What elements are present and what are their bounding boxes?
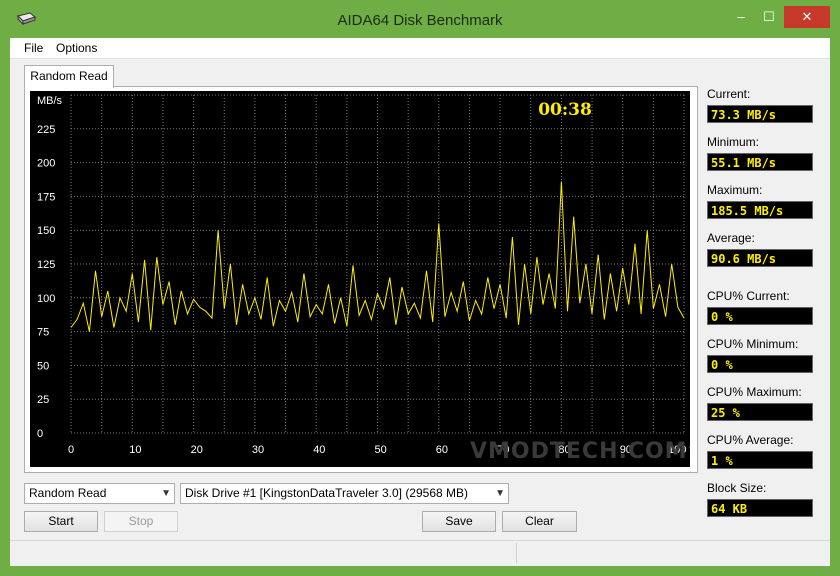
disk-drive-icon xyxy=(17,12,36,26)
y-tick-label: 225 xyxy=(37,124,55,136)
benchmark-graph: 225 200 175 150 125 100 75 50 25 0 0 10 20 30 40 50 60 70… xyxy=(30,91,690,467)
stop-button[interactable]: Stop xyxy=(104,511,178,532)
y-tick-label: 125 xyxy=(37,259,55,271)
cpu-minimum-value: 0 % xyxy=(707,355,813,373)
drive-select[interactable]: Disk Drive #1 [KingstonDataTraveler 3.0]… xyxy=(180,483,509,504)
chevron-down-icon: ▼ xyxy=(495,488,505,499)
chevron-down-icon: ▼ xyxy=(161,488,171,499)
y-tick-label: 200 xyxy=(37,158,55,170)
window-title: AIDA64 Disk Benchmark xyxy=(337,12,503,29)
clear-button[interactable]: Clear xyxy=(502,511,577,532)
cpu-current-value: 0 % xyxy=(707,307,813,325)
maximum-value: 185.5 MB/s xyxy=(707,201,813,219)
test-type-value: Random Read xyxy=(29,486,107,500)
y-axis-unit: MB/s xyxy=(37,95,63,107)
start-button[interactable]: Start xyxy=(24,511,98,532)
x-tick-label: 70 xyxy=(497,444,509,456)
tab-random-read[interactable]: Random Read xyxy=(24,65,114,88)
chart-svg: 225 200 175 150 125 100 75 50 25 0 0 10 20 30 40 50 60 70… xyxy=(37,94,690,456)
client-area: File Options Random Read 225 200 175 150 125… xyxy=(10,38,830,566)
data-line xyxy=(70,181,685,332)
watermark: VMODTECH.COM xyxy=(470,439,688,464)
x-tick-label: 10 xyxy=(129,444,141,456)
current-label: Current: xyxy=(707,87,751,101)
minimize-button[interactable]: – xyxy=(737,9,745,24)
x-tick-label: 100 % xyxy=(668,444,690,456)
x-tick-label: 60 xyxy=(436,444,448,456)
close-button[interactable]: ✕ xyxy=(784,6,830,28)
cpu-current-label: CPU% Current: xyxy=(707,289,790,303)
cpu-average-value: 1 % xyxy=(707,451,813,469)
status-separator xyxy=(516,543,517,563)
test-type-select[interactable]: Random Read ▼ xyxy=(24,483,175,504)
drive-value: Disk Drive #1 [KingstonDataTraveler 3.0]… xyxy=(185,486,469,500)
cpu-maximum-label: CPU% Maximum: xyxy=(707,385,802,399)
block-size-label: Block Size: xyxy=(707,481,767,495)
average-label: Average: xyxy=(707,231,755,245)
cpu-average-label: CPU% Average: xyxy=(707,433,794,447)
menu-bar: File Options xyxy=(10,38,830,59)
y-tick-label: 175 xyxy=(37,191,55,203)
current-value: 73.3 MB/s xyxy=(707,105,813,123)
maximize-button[interactable]: ☐ xyxy=(763,9,775,24)
y-tick-label: 100 xyxy=(37,293,55,305)
x-tick-label: 20 xyxy=(191,444,203,456)
y-tick-label: 25 xyxy=(37,394,49,406)
minimum-label: Minimum: xyxy=(707,135,760,149)
x-tick-label: 80 xyxy=(558,444,570,456)
y-tick-label: 75 xyxy=(37,327,49,339)
cpu-maximum-value: 25 % xyxy=(707,403,813,421)
title-bar: AIDA64 Disk Benchmark – ☐ ✕ xyxy=(0,0,840,38)
menu-file[interactable]: File xyxy=(24,41,44,55)
x-tick-label: 90 xyxy=(620,444,632,456)
block-size-value: 64 KB xyxy=(707,499,813,517)
x-tick-label: 40 xyxy=(313,444,325,456)
elapsed-timer: 00:38 xyxy=(538,100,592,120)
y-tick-label: 0 xyxy=(37,428,43,440)
minimum-value: 55.1 MB/s xyxy=(707,153,813,171)
menu-options[interactable]: Options xyxy=(56,41,98,55)
average-value: 90.6 MB/s xyxy=(707,249,813,267)
y-tick-label: 50 xyxy=(37,360,49,372)
x-tick-label: 30 xyxy=(252,444,264,456)
save-button[interactable]: Save xyxy=(422,511,496,532)
maximum-label: Maximum: xyxy=(707,183,763,197)
status-bar xyxy=(10,540,830,565)
cpu-minimum-label: CPU% Minimum: xyxy=(707,337,799,351)
x-tick-label: 0 xyxy=(68,444,74,456)
x-tick-label: 50 xyxy=(375,444,387,456)
y-tick-label: 150 xyxy=(37,225,55,237)
